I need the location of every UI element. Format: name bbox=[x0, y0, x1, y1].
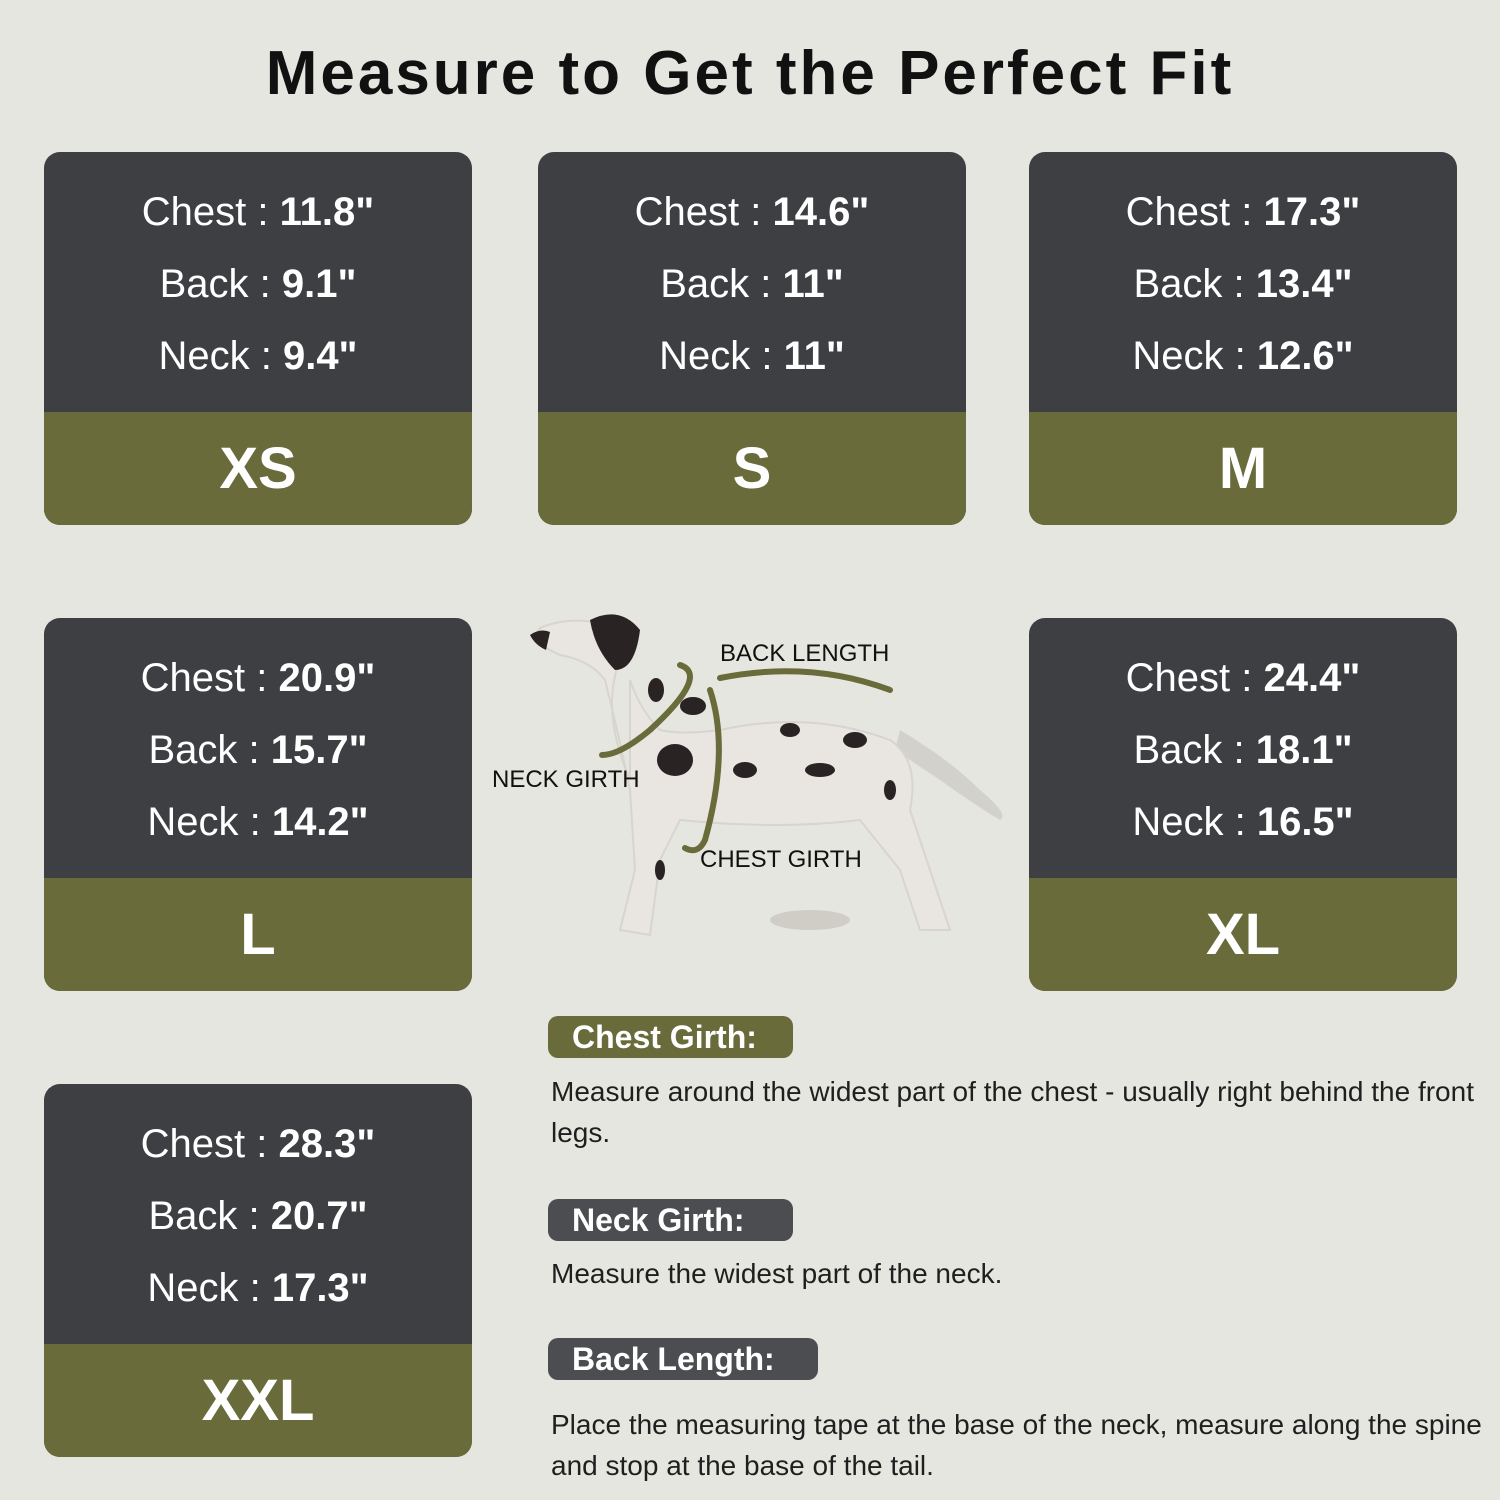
neck-label: Neck : bbox=[147, 800, 272, 844]
measurements: Chest : 11.8" Back : 9.1" Neck : 9.4" bbox=[44, 152, 472, 412]
size-label: XL bbox=[1029, 878, 1457, 991]
neck-value: 11" bbox=[783, 334, 845, 378]
back-length-label: BACK LENGTH bbox=[720, 640, 889, 667]
back-measurement: Back : 15.7" bbox=[44, 730, 472, 770]
chest-measurement: Chest : 28.3" bbox=[44, 1124, 472, 1164]
chest-value: 14.6" bbox=[772, 190, 870, 234]
back-label: Back : bbox=[148, 728, 271, 772]
chest-measurement: Chest : 20.9" bbox=[44, 658, 472, 698]
chest-value: 11.8" bbox=[279, 190, 375, 234]
back-label: Back : bbox=[1133, 728, 1256, 772]
chest-label: Chest : bbox=[140, 1122, 279, 1166]
size-label: XXL bbox=[44, 1344, 472, 1457]
dog-measurement-diagram: BACK LENGTH NECK GIRTH CHEST GIRTH bbox=[492, 614, 1003, 937]
neck-measurement: Neck : 16.5" bbox=[1029, 802, 1457, 842]
neck-label: Neck : bbox=[1132, 800, 1257, 844]
size-label: L bbox=[44, 878, 472, 991]
chest-label: Chest : bbox=[634, 190, 773, 234]
neck-measurement: Neck : 17.3" bbox=[44, 1268, 472, 1308]
back-measurement: Back : 11" bbox=[538, 264, 966, 304]
neck-label: Neck : bbox=[1132, 334, 1257, 378]
neck-value: 16.5" bbox=[1256, 800, 1354, 844]
size-label: XS bbox=[44, 412, 472, 525]
back-measurement: Back : 9.1" bbox=[44, 264, 472, 304]
chest-label: Chest : bbox=[1125, 656, 1264, 700]
neck-label: Neck : bbox=[659, 334, 784, 378]
size-card-xxl: Chest : 28.3" Back : 20.7" Neck : 17.3" XXL bbox=[44, 1084, 472, 1457]
neck-measurement: Neck : 12.6" bbox=[1029, 336, 1457, 376]
neck-label: Neck : bbox=[147, 1266, 272, 1310]
back-measurement: Back : 13.4" bbox=[1029, 264, 1457, 304]
back-value: 18.1" bbox=[1255, 728, 1353, 772]
chest-measurement: Chest : 17.3" bbox=[1029, 192, 1457, 232]
measurements: Chest : 24.4" Back : 18.1" Neck : 16.5" bbox=[1029, 618, 1457, 878]
chest-label: Chest : bbox=[141, 190, 280, 234]
back-label: Back : bbox=[660, 262, 783, 306]
size-label: M bbox=[1029, 412, 1457, 525]
back-length-line bbox=[717, 668, 893, 693]
back-value: 15.7" bbox=[270, 728, 368, 772]
neck-value: 17.3" bbox=[271, 1266, 369, 1310]
chest-label: Chest : bbox=[1125, 190, 1264, 234]
chest-value: 17.3" bbox=[1263, 190, 1361, 234]
chest-value: 24.4" bbox=[1263, 656, 1361, 700]
chest-girth-description: Measure around the widest part of the ch… bbox=[551, 1076, 1474, 1148]
measurements: Chest : 14.6" Back : 11" Neck : 11" bbox=[538, 152, 966, 412]
neck-measurement: Neck : 9.4" bbox=[44, 336, 472, 376]
chest-measurement: Chest : 14.6" bbox=[538, 192, 966, 232]
chest-girth-heading: Chest Girth: bbox=[548, 1016, 793, 1058]
neck-girth-label: NECK GIRTH bbox=[492, 766, 640, 793]
back-measurement: Back : 20.7" bbox=[44, 1196, 472, 1236]
back-value: 20.7" bbox=[270, 1194, 368, 1238]
back-label: Back : bbox=[148, 1194, 271, 1238]
chest-label: Chest : bbox=[140, 656, 279, 700]
neck-value: 9.4" bbox=[282, 334, 358, 378]
back-value: 11" bbox=[782, 262, 844, 306]
back-measurement: Back : 18.1" bbox=[1029, 730, 1457, 770]
chest-measurement: Chest : 11.8" bbox=[44, 192, 472, 232]
back-length-heading: Back Length: bbox=[548, 1338, 818, 1380]
measurements: Chest : 28.3" Back : 20.7" Neck : 17.3" bbox=[44, 1084, 472, 1344]
page-title: Measure to Get the Perfect Fit bbox=[265, 39, 1235, 108]
size-card-xs: Chest : 11.8" Back : 9.1" Neck : 9.4" XS bbox=[44, 152, 472, 525]
neck-girth-description: Measure the widest part of the neck. bbox=[551, 1258, 1003, 1289]
back-label: Back : bbox=[159, 262, 282, 306]
size-card-l: Chest : 20.9" Back : 15.7" Neck : 14.2" L bbox=[44, 618, 472, 991]
neck-measurement: Neck : 14.2" bbox=[44, 802, 472, 842]
neck-girth-heading: Neck Girth: bbox=[548, 1199, 793, 1241]
neck-value: 14.2" bbox=[271, 800, 369, 844]
dalmatian-illustration bbox=[530, 614, 1003, 937]
back-value: 13.4" bbox=[1255, 262, 1353, 306]
size-card-s: Chest : 14.6" Back : 11" Neck : 11" S bbox=[538, 152, 966, 525]
chest-girth-label: CHEST GIRTH bbox=[700, 846, 862, 873]
back-label: Back : bbox=[1133, 262, 1256, 306]
chest-value: 20.9" bbox=[278, 656, 376, 700]
chest-girth-line bbox=[682, 687, 722, 854]
measurements: Chest : 17.3" Back : 13.4" Neck : 12.6" bbox=[1029, 152, 1457, 412]
size-label: S bbox=[538, 412, 966, 525]
neck-measurement: Neck : 11" bbox=[538, 336, 966, 376]
size-card-xl: Chest : 24.4" Back : 18.1" Neck : 16.5" XL bbox=[1029, 618, 1457, 991]
back-value: 9.1" bbox=[281, 262, 357, 306]
neck-value: 12.6" bbox=[1256, 334, 1354, 378]
chest-value: 28.3" bbox=[278, 1122, 376, 1166]
neck-girth-line bbox=[599, 662, 693, 758]
back-length-description: Place the measuring tape at the base of … bbox=[551, 1409, 1482, 1481]
chest-measurement: Chest : 24.4" bbox=[1029, 658, 1457, 698]
size-card-m: Chest : 17.3" Back : 13.4" Neck : 12.6" M bbox=[1029, 152, 1457, 525]
neck-label: Neck : bbox=[158, 334, 283, 378]
measurements: Chest : 20.9" Back : 15.7" Neck : 14.2" bbox=[44, 618, 472, 878]
